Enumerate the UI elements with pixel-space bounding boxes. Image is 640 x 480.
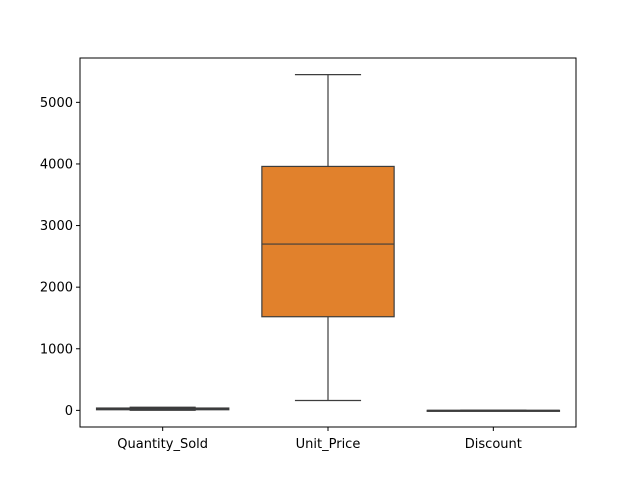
- x-tick-label: Quantity_Sold: [117, 437, 208, 452]
- box-discount: [426, 409, 561, 412]
- y-tick-label: 5000: [40, 96, 73, 111]
- y-tick-label: 0: [65, 404, 73, 419]
- box-quantity-sold: [95, 406, 230, 411]
- x-tick-label: Unit_Price: [296, 437, 361, 452]
- plot-area-frame: [79, 57, 577, 428]
- y-tick-label: 3000: [40, 219, 73, 234]
- y-tick-label: 2000: [40, 281, 73, 296]
- y-axis: 0 1000 2000 3000 4000 5000: [40, 96, 80, 419]
- x-axis: Quantity_Sold Unit_Price Discount: [117, 427, 522, 452]
- y-tick-label: 1000: [40, 342, 73, 357]
- box-unit-price: [261, 74, 395, 402]
- x-tick-label: Discount: [465, 437, 522, 452]
- y-tick-label: 4000: [40, 157, 73, 172]
- boxes-layer: [95, 74, 561, 412]
- box-iqr: [261, 165, 395, 318]
